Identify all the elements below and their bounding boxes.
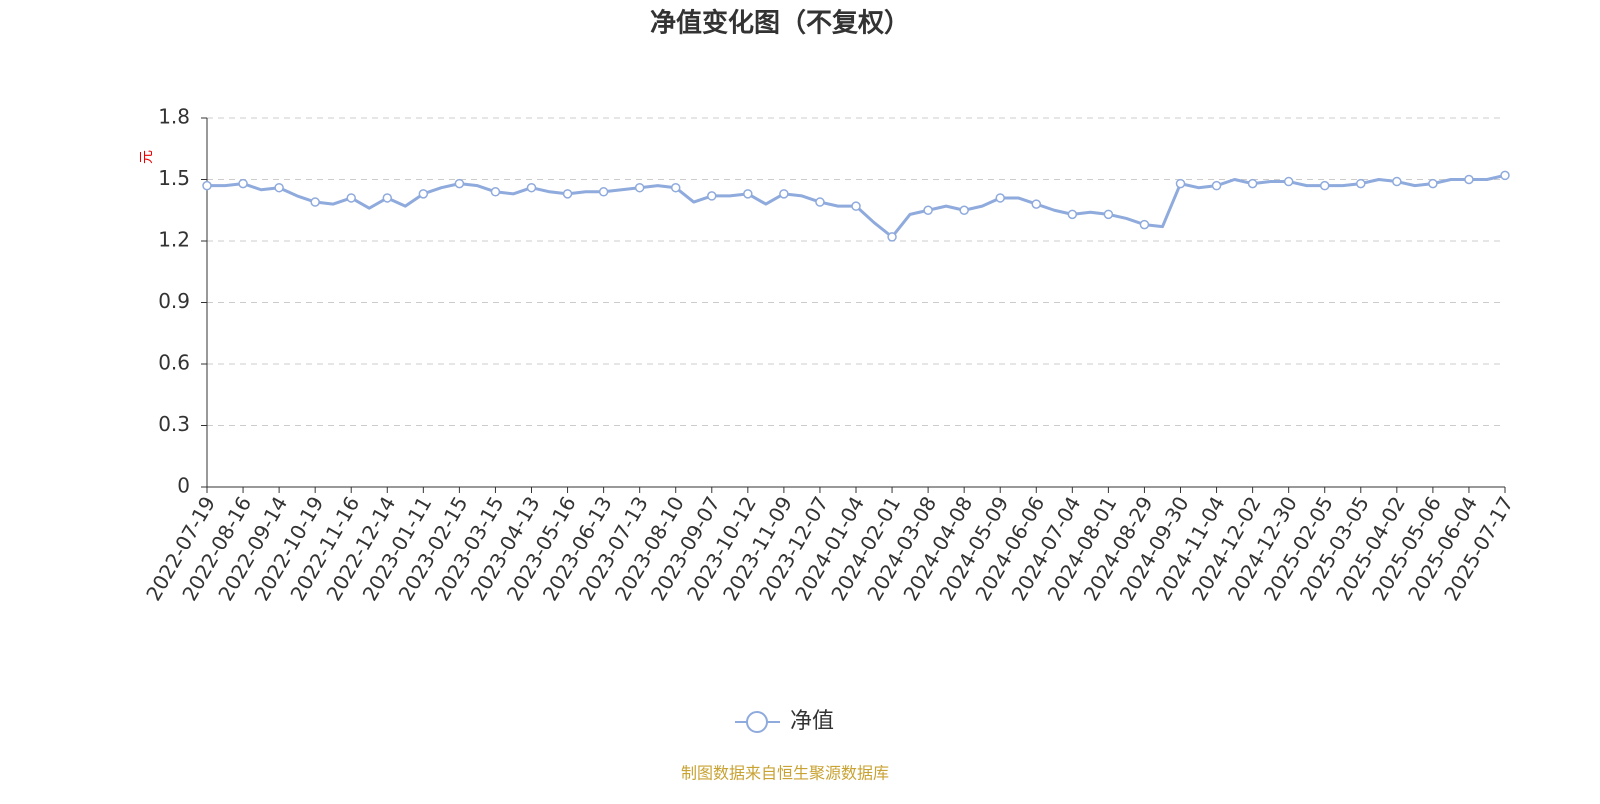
y-tick-label: 0.6 [158, 351, 190, 375]
point-marker [274, 182, 284, 193]
point-marker [1500, 170, 1510, 181]
point-marker [923, 205, 933, 215]
point-marker [1067, 209, 1078, 220]
y-axis-label: 元 [139, 150, 155, 164]
point-marker [1139, 219, 1150, 230]
point-marker [995, 193, 1005, 203]
point-marker [1103, 209, 1114, 220]
source-note: 制图数据来自恒生聚源数据库 [681, 764, 889, 783]
y-tick-label: 1.2 [158, 228, 190, 252]
point-marker [490, 187, 501, 197]
point-marker [887, 232, 897, 242]
point-marker [851, 201, 861, 211]
point-marker [202, 180, 212, 191]
point-marker [743, 189, 753, 199]
point-marker [815, 197, 825, 207]
point-marker [562, 189, 573, 199]
point-marker [779, 189, 789, 199]
point-marker [238, 178, 248, 189]
point-marker [418, 189, 429, 199]
point-marker [598, 187, 609, 197]
point-marker [1211, 180, 1222, 191]
point-marker [310, 197, 320, 207]
point-marker [1283, 176, 1294, 187]
point-marker [1031, 199, 1042, 209]
point-marker [346, 193, 356, 203]
legend-label: 净值 [790, 709, 834, 734]
point-marker [382, 193, 393, 203]
y-tick-label: 1.5 [158, 166, 190, 190]
point-marker [526, 182, 537, 193]
point-marker [454, 178, 465, 189]
legend-marker [746, 711, 768, 733]
point-marker [1464, 174, 1474, 185]
point-marker [1428, 178, 1438, 189]
y-tick-label: 1.8 [158, 105, 190, 129]
point-marker [959, 205, 969, 215]
y-tick-label: 0 [177, 474, 190, 498]
point-marker [1319, 180, 1330, 191]
point-marker [634, 182, 645, 193]
y-tick-label: 0.3 [158, 412, 190, 436]
y-tick-label: 0.9 [158, 289, 190, 313]
point-marker [707, 191, 717, 201]
point-marker [1356, 178, 1366, 189]
point-marker [1175, 178, 1186, 189]
point-marker [670, 182, 681, 193]
chart-title: 净值变化图（不复权） [650, 8, 910, 39]
point-marker [1392, 176, 1402, 187]
point-marker [1247, 178, 1258, 189]
